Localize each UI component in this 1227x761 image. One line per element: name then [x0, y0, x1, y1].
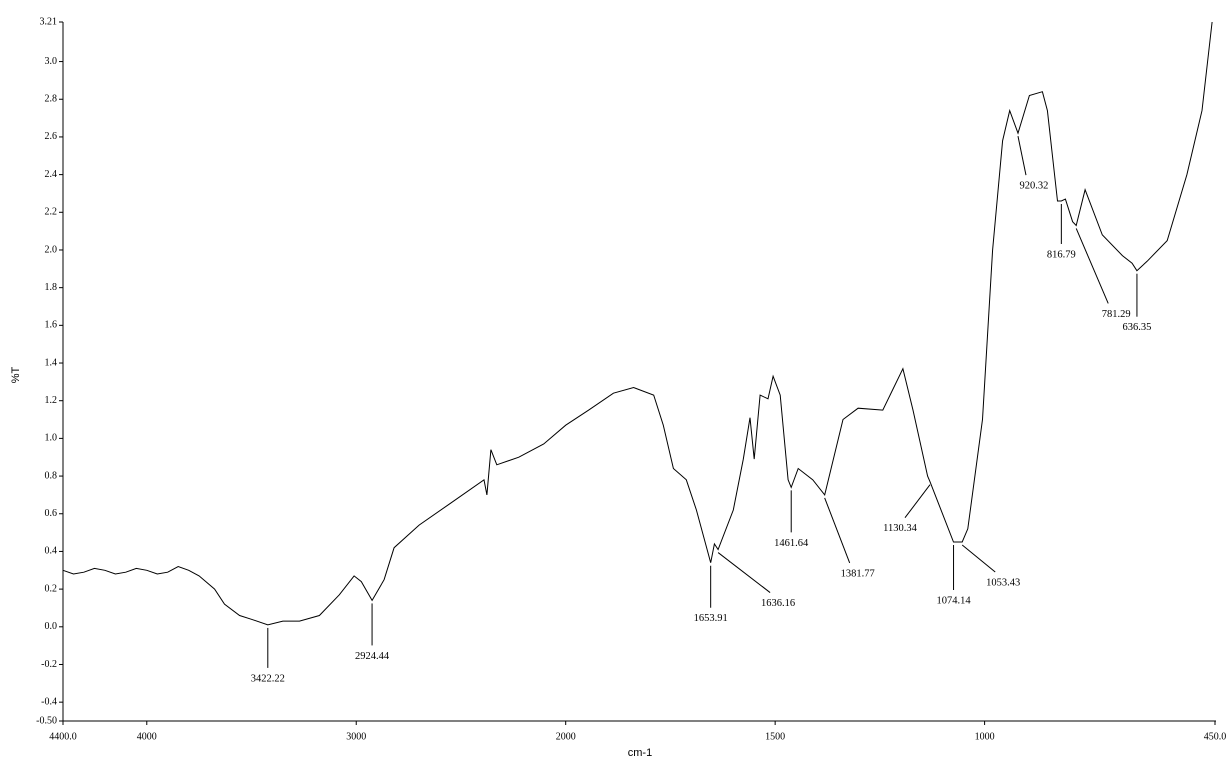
peak-label: 1130.34 — [883, 523, 917, 534]
peak-leader — [1075, 228, 1109, 304]
peak-leader — [824, 497, 851, 564]
y-tick-label: 2.2 — [45, 207, 58, 218]
y-tick-label: 1.2 — [45, 395, 58, 406]
peak-label: 3422.22 — [251, 673, 285, 684]
y-tick-label: 2.4 — [45, 169, 58, 180]
y-tick-label: 0.0 — [45, 621, 58, 632]
x-tick-label: 3000 — [346, 731, 366, 742]
x-tick-label: 4000 — [137, 731, 157, 742]
peak-label: 920.32 — [1020, 181, 1049, 192]
y-tick-label: 0.6 — [45, 508, 58, 519]
y-axis-label: %T — [10, 366, 22, 383]
y-tick-label: -0.2 — [41, 659, 57, 670]
peak-label: 1636.16 — [761, 598, 795, 609]
peak-leader — [1017, 136, 1027, 176]
peak-label: 1074.14 — [936, 595, 971, 606]
y-tick-label: 3.0 — [45, 56, 58, 67]
peak-label: 636.35 — [1122, 322, 1151, 333]
x-tick-label: 1000 — [975, 731, 995, 742]
peak-label: 1461.64 — [774, 538, 809, 549]
y-tick-label: 1.8 — [45, 282, 58, 293]
y-tick-label: -0.4 — [41, 696, 57, 707]
peak-label: 816.79 — [1047, 249, 1076, 260]
y-tick-label: 0.2 — [45, 583, 58, 594]
x-tick-label: 450.0 — [1204, 731, 1227, 742]
x-tick-label: 2000 — [556, 731, 576, 742]
y-tick-label: 2.6 — [45, 131, 58, 142]
peak-leader — [904, 484, 931, 519]
y-tick-label: -0.50 — [36, 715, 57, 726]
y-tick-label: 0.4 — [45, 546, 58, 557]
spectrum-line — [62, 21, 1213, 626]
peak-leader — [717, 552, 771, 593]
peak-label: 2924.44 — [355, 651, 390, 662]
peak-label: 1053.43 — [986, 577, 1020, 588]
y-tick-label: 1.0 — [45, 433, 58, 444]
y-tick-label: 0.8 — [45, 470, 58, 481]
peak-leader — [961, 544, 996, 573]
x-tick-label: 4400.0 — [49, 731, 77, 742]
peak-label: 781.29 — [1102, 309, 1131, 320]
y-tick-label: 2.0 — [45, 244, 58, 255]
y-tick-label: 1.4 — [45, 357, 58, 368]
peak-label: 1653.91 — [694, 613, 728, 624]
x-tick-label: 1500 — [765, 731, 785, 742]
y-tick-label: 2.8 — [45, 94, 58, 105]
x-axis-label: cm-1 — [628, 747, 652, 759]
y-tick-label: 3.21 — [40, 16, 58, 27]
y-tick-label: 1.6 — [45, 320, 58, 331]
peak-label: 1381.77 — [841, 568, 875, 579]
